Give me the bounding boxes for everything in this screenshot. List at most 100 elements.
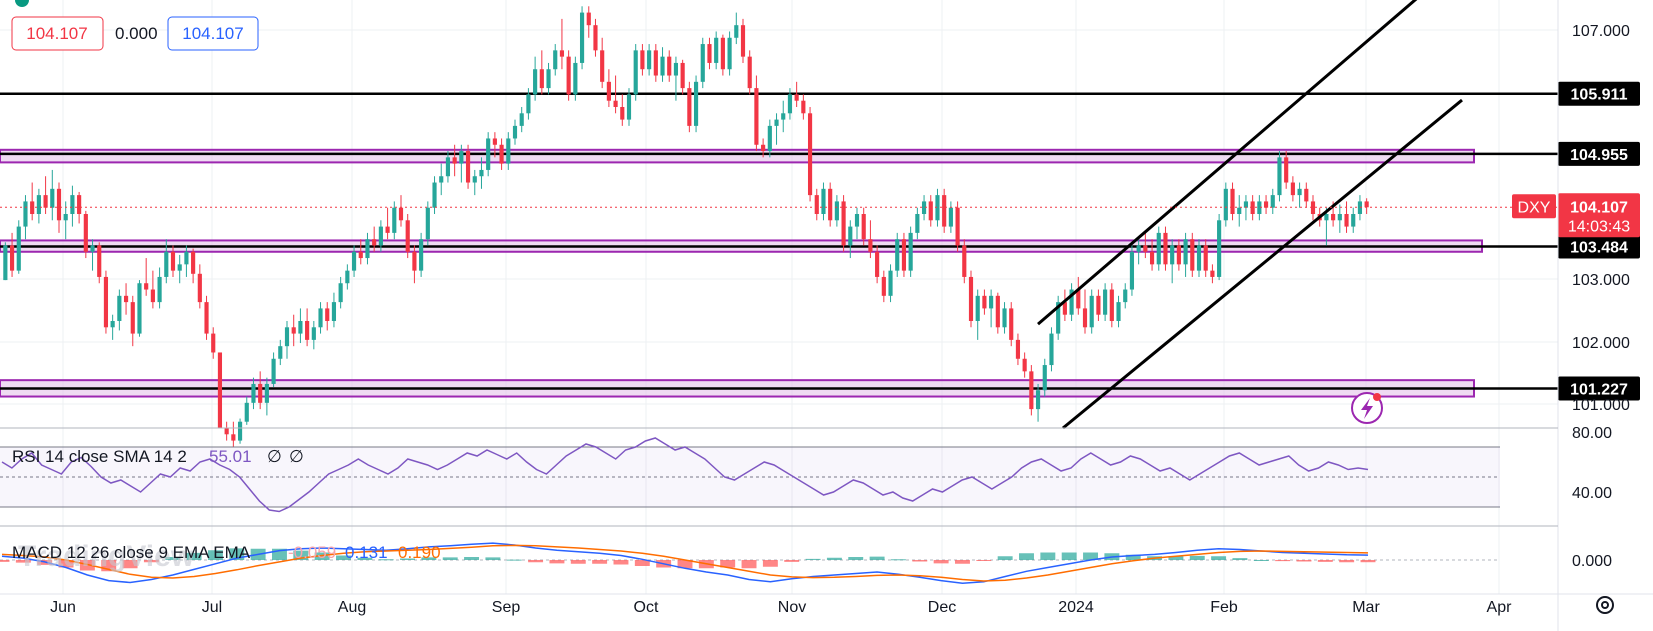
candle-body bbox=[1103, 289, 1108, 315]
candle-body bbox=[1337, 214, 1342, 221]
x-tick-label: Sep bbox=[492, 599, 521, 616]
rsi-legend-empty-1: ∅ bbox=[267, 447, 282, 466]
price-level-label: 105.911 bbox=[1571, 87, 1628, 104]
candle-body bbox=[593, 25, 598, 51]
candle-body bbox=[1170, 245, 1175, 265]
candle-body bbox=[385, 226, 390, 233]
candle-body bbox=[1163, 232, 1168, 265]
candle-body bbox=[231, 434, 236, 441]
candle-body bbox=[600, 50, 605, 82]
ask-button[interactable]: 104.107 bbox=[167, 16, 259, 51]
candle-body bbox=[707, 44, 712, 63]
candle-body bbox=[472, 176, 477, 183]
candle-body bbox=[955, 207, 960, 246]
candle-body bbox=[995, 295, 1000, 328]
macd-histogram-bar bbox=[186, 552, 202, 560]
last-price-label: 104.107 bbox=[1570, 199, 1628, 216]
price-level-label: 101.227 bbox=[1570, 382, 1628, 399]
candle-body bbox=[935, 195, 940, 221]
bid-price: 104.107 bbox=[26, 24, 87, 43]
candle-body bbox=[714, 37, 719, 63]
candle-body bbox=[895, 239, 900, 271]
candle-body bbox=[861, 214, 866, 240]
macd-histogram-bar bbox=[58, 560, 74, 568]
candle-body bbox=[486, 138, 491, 170]
rsi-legend-value: 55.01 bbox=[209, 447, 252, 466]
candle-body bbox=[244, 402, 249, 422]
macd-histogram-bar bbox=[506, 559, 522, 561]
candle-body bbox=[626, 94, 632, 120]
macd-legend-signal: 0.190 bbox=[398, 543, 441, 562]
candle-body bbox=[452, 157, 457, 164]
candle-body bbox=[1263, 201, 1269, 208]
candle-body bbox=[298, 321, 303, 334]
candle-body bbox=[1290, 182, 1295, 196]
ask-price: 104.107 bbox=[182, 24, 243, 43]
candle-body bbox=[693, 81, 699, 126]
gear-icon[interactable] bbox=[1596, 596, 1614, 614]
candle-body bbox=[157, 276, 162, 303]
macd-histogram-bar bbox=[1296, 560, 1312, 562]
candle-body bbox=[700, 44, 705, 82]
rsi-line bbox=[1, 437, 1369, 513]
macd-histogram-bar bbox=[1168, 556, 1184, 560]
candle-body bbox=[1082, 308, 1088, 328]
candle-body bbox=[358, 251, 363, 259]
candle-body bbox=[1331, 214, 1336, 221]
macd-pane bbox=[0, 542, 1500, 585]
candle-body bbox=[144, 283, 149, 290]
candle-body bbox=[197, 273, 202, 303]
macd-histogram-bar bbox=[15, 560, 31, 563]
candle-body bbox=[237, 421, 243, 441]
candle-body bbox=[740, 25, 746, 57]
lightning-icon[interactable] bbox=[1351, 392, 1383, 424]
candle-body bbox=[754, 88, 759, 145]
price-level-tag bbox=[1558, 141, 1640, 166]
macd-histogram-bar bbox=[570, 560, 586, 564]
candle-body bbox=[291, 327, 296, 334]
candle-body bbox=[948, 207, 953, 227]
candle-body bbox=[834, 201, 839, 221]
candle-body bbox=[499, 144, 504, 164]
trend-channel[interactable] bbox=[1037, 0, 1463, 430]
macd-histogram-bar bbox=[805, 558, 821, 560]
candle-body bbox=[1123, 289, 1128, 303]
macd-histogram-bar bbox=[954, 560, 970, 564]
candle-body bbox=[1243, 201, 1249, 208]
candle-body bbox=[1156, 232, 1161, 265]
candle-body bbox=[1284, 157, 1289, 183]
candle-body bbox=[378, 226, 383, 246]
candles bbox=[3, 6, 1369, 447]
macd-histogram-bar bbox=[1275, 560, 1291, 562]
candle-body bbox=[325, 308, 330, 321]
macd-histogram-bar bbox=[1317, 560, 1333, 562]
candle-body bbox=[1049, 333, 1054, 366]
macd-histogram-bar bbox=[1083, 552, 1099, 560]
candle-body bbox=[774, 119, 779, 126]
candle-body bbox=[1069, 289, 1074, 315]
candle-body bbox=[1310, 201, 1316, 214]
candle-body bbox=[1035, 390, 1041, 410]
candle-body bbox=[150, 289, 155, 303]
spread-value: 0.000 bbox=[115, 24, 158, 43]
macd-histogram-bar bbox=[784, 560, 800, 562]
candle-body bbox=[439, 176, 444, 183]
candle-body bbox=[251, 383, 256, 403]
macd-histogram-bar bbox=[890, 559, 906, 561]
macd-histogram-bar bbox=[997, 556, 1013, 560]
candle-body bbox=[787, 94, 793, 114]
channel-upper-line bbox=[1037, 0, 1418, 326]
macd-histogram-bar bbox=[442, 557, 458, 560]
macd-histogram-bar bbox=[762, 560, 778, 567]
candle-body bbox=[1190, 239, 1195, 271]
candle-body bbox=[16, 226, 21, 271]
candle-body bbox=[1351, 214, 1356, 227]
candle-body bbox=[123, 295, 129, 303]
candle-body bbox=[1062, 302, 1067, 315]
macd-legend-macd: 0.131 bbox=[345, 543, 388, 562]
macd-histogram-bar bbox=[0, 560, 10, 562]
bid-button[interactable]: 104.107 bbox=[11, 16, 104, 51]
candle-body bbox=[170, 251, 176, 271]
candle-body bbox=[56, 188, 62, 221]
